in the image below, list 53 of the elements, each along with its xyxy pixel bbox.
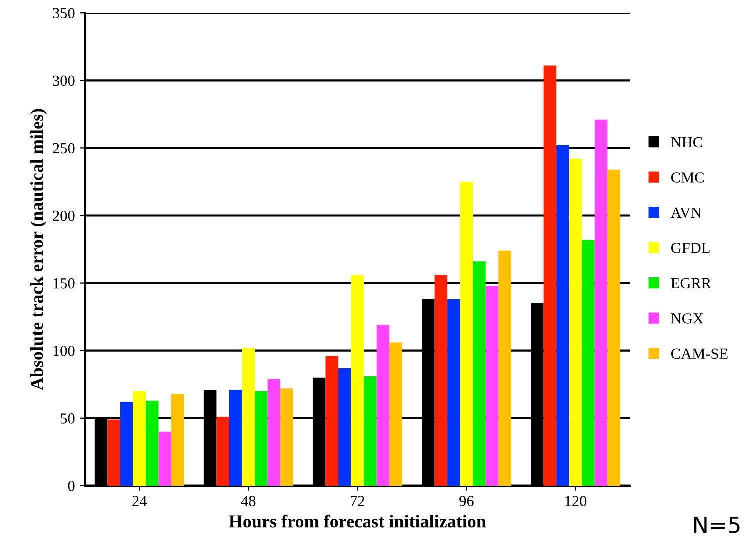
bar	[280, 388, 294, 486]
bar	[158, 432, 172, 486]
bar	[544, 66, 557, 486]
x-tick-label: 24	[132, 496, 148, 506]
bar	[448, 300, 460, 486]
y-tick-label: 100	[54, 346, 75, 356]
bar	[255, 391, 268, 486]
bar	[390, 342, 402, 486]
legend-label: GFDL	[671, 243, 710, 254]
legend-label: EGRR	[671, 278, 712, 289]
bar	[146, 400, 159, 486]
y-tick-label: 0	[68, 481, 75, 492]
bar	[120, 402, 134, 486]
y-tick-label: 150	[54, 278, 75, 289]
x-axis-title: Hours from forecast initialization	[229, 514, 486, 528]
bar	[434, 275, 448, 486]
bar	[364, 376, 377, 486]
y-tick-label: 200	[53, 210, 75, 222]
legend-label: NGX	[671, 314, 704, 324]
y-tick-label: 300	[53, 76, 75, 86]
bar	[556, 146, 570, 486]
legend-label: CAM-SE	[671, 348, 728, 360]
bar	[486, 286, 499, 486]
bar	[498, 250, 512, 486]
bar	[326, 356, 339, 486]
legend-label: AVN	[671, 208, 702, 218]
bar	[582, 240, 595, 486]
bar	[351, 275, 364, 486]
bar	[133, 391, 146, 486]
bar	[108, 420, 120, 486]
bar	[216, 417, 230, 486]
x-tick-label: 96	[460, 496, 474, 506]
bar	[242, 348, 256, 486]
bar	[473, 262, 486, 486]
legend-label: CMC	[671, 172, 704, 183]
bar	[594, 120, 608, 486]
bar	[268, 379, 281, 486]
y-tick-label: 350	[53, 8, 75, 19]
y-axis-title: Absolute track error (nautical miles)	[30, 109, 47, 390]
y-tick-label: 50	[60, 414, 75, 424]
bar	[608, 170, 620, 486]
y-tick-label: 250	[53, 143, 75, 154]
x-tick-label: 120	[566, 496, 587, 506]
bar	[569, 159, 582, 486]
x-tick-label: 48	[241, 496, 256, 506]
text: N=5	[694, 516, 740, 534]
bar	[376, 325, 390, 486]
bar	[338, 368, 352, 486]
bar	[172, 394, 184, 486]
legend-label: NHC	[671, 137, 702, 148]
bar	[229, 390, 242, 486]
bar	[460, 182, 474, 486]
x-tick-label: 72	[351, 496, 364, 506]
